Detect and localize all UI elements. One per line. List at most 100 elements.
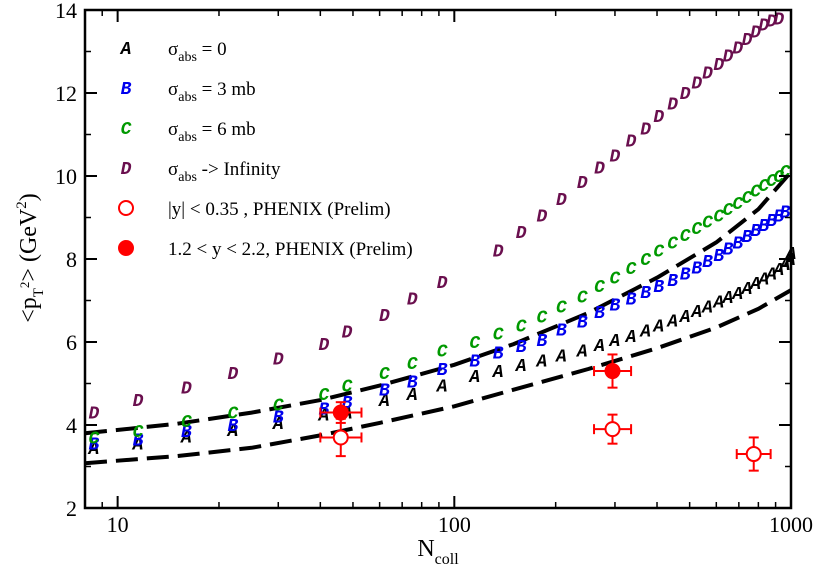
legend-label: σabs = 3 mb [168, 79, 256, 105]
marker-A: A [749, 275, 761, 295]
x-tick-label: 1000 [769, 512, 813, 537]
marker-A: A [492, 363, 504, 383]
open-circle-marker [604, 421, 621, 438]
y-tick-label: 8 [66, 247, 77, 272]
y-tick-label: 4 [66, 413, 77, 438]
marker-D: D [773, 10, 784, 30]
marker-D: D [610, 147, 621, 167]
marker-C: C [319, 386, 330, 406]
legend-entry: 1.2 < y < 2.2, PHENIX (Prelim) [118, 239, 413, 260]
marker-A: A [722, 289, 734, 309]
marker-D: D [766, 12, 777, 32]
marker-B: B [577, 313, 588, 333]
marker-D: D [691, 75, 702, 95]
marker-A: A [731, 285, 743, 305]
marker-A: A [690, 303, 702, 323]
marker-C: C [766, 172, 777, 192]
marker-D: D [516, 224, 527, 244]
marker-B: B [758, 217, 769, 237]
legend-label: |y| < 0.35 , PHENIX (Prelim) [168, 199, 391, 220]
marker-B: B [750, 222, 761, 242]
marker-A: A [87, 440, 99, 460]
phenix-point [319, 417, 363, 458]
marker-B: B [773, 207, 784, 227]
marker-B: B [766, 212, 777, 232]
marker-A: A [625, 328, 637, 348]
legend-marker: D [121, 160, 132, 180]
marker-D: D [88, 405, 99, 425]
marker-C: C [469, 334, 480, 354]
marker-B: B [680, 266, 691, 286]
marker-D: D [750, 24, 761, 44]
marker-B: B [437, 361, 448, 381]
marker-C: C [536, 308, 547, 328]
marker-B: B [536, 332, 547, 352]
filled-circle-legend-marker [118, 240, 134, 256]
ticks-layer: 10 100 1000 2 4 6 8 10 12 14 [55, 0, 813, 537]
legend-entry: |y| < 0.35 , PHENIX (Prelim) [118, 199, 391, 220]
marker-A: A [406, 386, 418, 406]
marker-A: A [468, 368, 480, 388]
series-layer: AAAAAAAAAAAAAAAAAAAAAAAAAAAAAAAAAAAABBBB… [87, 10, 796, 460]
marker-B: B [342, 394, 353, 414]
marker-D: D [723, 48, 734, 68]
marker-D: D [379, 307, 390, 327]
marker-A: A [609, 332, 621, 352]
legend-label-main: |y| < 0.35 , PHENIX (Prelim) [168, 199, 391, 220]
legend-label-rest: = 6 mb [197, 119, 256, 140]
marker-D: D [556, 191, 567, 211]
legend-marker: C [121, 120, 132, 140]
open-circle-marker [745, 446, 762, 463]
marker-B: B [742, 228, 753, 248]
legend-label-main: σ [168, 159, 178, 180]
marker-A: A [701, 298, 713, 318]
marker-C: C [732, 195, 743, 215]
marker-B: B [228, 417, 239, 437]
filled-circle-marker [604, 363, 621, 380]
marker-C: C [228, 405, 239, 425]
marker-B: B [181, 423, 192, 443]
marker-A: A [779, 256, 791, 276]
marker-B: B [516, 338, 527, 358]
marker-C: C [493, 326, 504, 346]
marker-A: A [741, 280, 753, 300]
marker-C: C [742, 189, 753, 209]
marker-C: C [680, 227, 691, 247]
y-tick-label: 2 [66, 496, 77, 521]
marker-C: C [133, 423, 144, 443]
marker-A: A [639, 322, 651, 342]
x-tick-label: 100 [438, 512, 471, 537]
marker-D: D [732, 39, 743, 59]
marker-C: C [780, 163, 791, 183]
legend-label: σabs = 6 mb [168, 119, 256, 145]
marker-C: C [273, 396, 284, 416]
marker-A: A [227, 422, 239, 442]
y-axis-title: <pT2> (GeV2) [14, 193, 47, 323]
marker-A: A [576, 342, 588, 362]
marker-A: A [132, 436, 144, 456]
marker-B: B [556, 322, 567, 342]
marker-C: C [594, 278, 605, 298]
marker-B: B [319, 400, 330, 420]
marker-A: A [378, 392, 390, 412]
marker-A: A [180, 429, 192, 449]
marker-B: B [667, 272, 678, 292]
phenix-data-layer [319, 353, 772, 472]
marker-B: B [469, 353, 480, 373]
marker-D: D [702, 64, 713, 84]
marker-C: C [181, 413, 192, 433]
marker-C: C [342, 378, 353, 398]
marker-C: C [750, 183, 761, 203]
marker-B: B [594, 304, 605, 324]
marker-D: D [133, 392, 144, 412]
marker-A: A [318, 407, 330, 427]
marker-B: B [273, 409, 284, 429]
marker-C: C [516, 317, 527, 337]
marker-C: C [758, 177, 769, 197]
marker-D: D [493, 243, 504, 263]
marker-D: D [273, 351, 284, 371]
